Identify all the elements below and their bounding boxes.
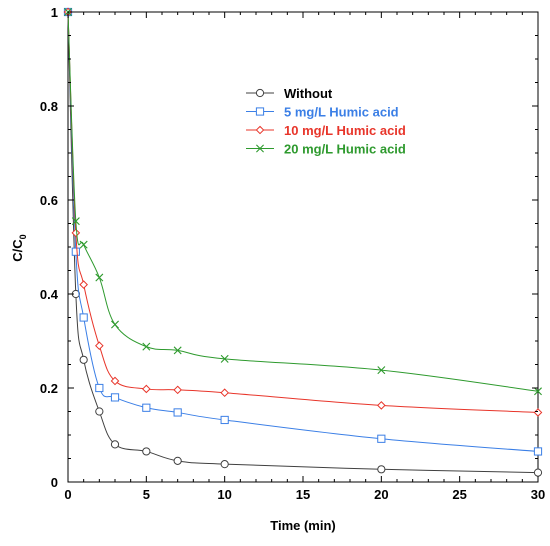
data-point: [110, 440, 120, 449]
data-point: [377, 434, 386, 443]
x-axis-label: Time (min): [270, 518, 336, 533]
data-point: [377, 401, 386, 410]
y-tick-label: 0.8: [40, 99, 58, 114]
data-point: [377, 465, 386, 474]
data-point: [377, 366, 386, 375]
y-tick-label: 0.2: [40, 381, 58, 396]
data-point: [142, 342, 151, 351]
y-axis-label: C/C0: [10, 234, 28, 261]
y-tick-label: 0: [51, 475, 58, 490]
data-point: [142, 384, 151, 394]
y-tick-label: 1: [51, 5, 58, 20]
legend-entry: 20 mg/L Humic acid: [246, 142, 406, 157]
data-point: [220, 415, 229, 425]
data-point: [142, 403, 151, 412]
legend-label: 20 mg/L Humic acid: [284, 142, 406, 157]
legend-label: Without: [284, 86, 333, 101]
x-tick-label: 30: [531, 487, 545, 502]
data-point: [95, 341, 104, 351]
legend-entry: 5 mg/L Humic acid: [246, 105, 399, 120]
legend-label: 10 mg/L Humic acid: [284, 123, 406, 138]
legend-label: 5 mg/L Humic acid: [284, 105, 399, 120]
data-point: [173, 346, 182, 355]
data-point: [110, 393, 120, 402]
data-point: [111, 320, 119, 329]
data-point: [533, 408, 543, 417]
legend-entry: 10 mg/L Humic acid: [246, 123, 406, 138]
series-line: [67, 11, 539, 474]
x-tick-label: 0: [64, 487, 71, 502]
data-point: [79, 313, 88, 322]
data-point: [79, 280, 88, 289]
data-point: [173, 408, 182, 417]
data-point: [79, 355, 88, 364]
legend-marker: [255, 88, 265, 98]
x-tick-label: 25: [452, 487, 466, 502]
legend: Without 5 mg/L Humic acid 10 mg/L Humic ac…: [246, 86, 406, 157]
data-point: [220, 460, 229, 469]
data-point: [71, 228, 81, 238]
data-point: [533, 468, 543, 477]
data-point: [534, 387, 542, 396]
series-line: [67, 11, 539, 392]
y-axis-label-subscript: 0: [18, 234, 28, 239]
x-tick-label: 10: [217, 487, 231, 502]
data-point: [173, 385, 182, 395]
series-line: [67, 11, 539, 452]
data-point: [173, 456, 182, 465]
data-point: [110, 376, 120, 386]
plot-area: [67, 11, 539, 483]
data-point: [95, 407, 104, 416]
x-tick-label: 5: [143, 487, 150, 502]
y-tick-label: 0.4: [40, 287, 59, 302]
x-tick-label: 20: [374, 487, 388, 502]
legend-entry: Without: [246, 86, 333, 101]
data-point: [533, 447, 543, 456]
data-point: [71, 247, 80, 256]
y-tick-label: 0.6: [40, 193, 58, 208]
data-point: [142, 447, 151, 456]
data-point: [95, 273, 104, 282]
series-line: [67, 11, 539, 413]
x-tick-label: 15: [296, 487, 310, 502]
legend-marker: [255, 107, 265, 116]
legend-marker: [256, 144, 264, 153]
legend-marker: [255, 125, 265, 135]
data-point: [71, 217, 80, 226]
series-3: [64, 8, 542, 396]
data-point: [79, 240, 88, 249]
data-point: [220, 354, 229, 363]
data-point: [220, 388, 229, 398]
ticks-layer: 0 5 10 15 20 25 30 0 0.2 0.4 0.6 0.8 1: [40, 5, 545, 502]
data-point: [95, 383, 104, 393]
series-1: [63, 7, 543, 456]
series-0: [63, 7, 543, 477]
series-layer: [63, 7, 543, 477]
series-2: [63, 7, 543, 417]
y-axis-label-main: C/C: [10, 239, 25, 262]
